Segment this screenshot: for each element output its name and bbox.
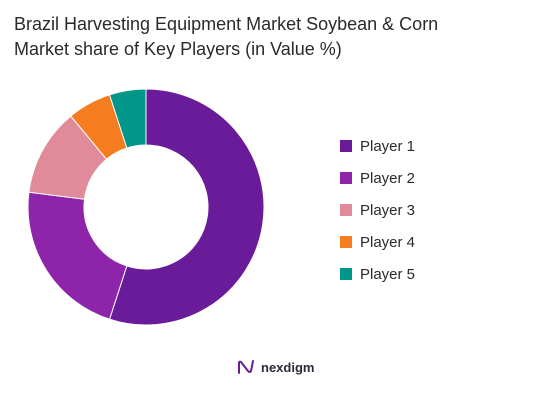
legend-item-player-1: Player 1 [340, 130, 415, 162]
brand-name: nexdigm [261, 359, 315, 375]
legend-swatch [340, 236, 352, 248]
chart-legend: Player 1 Player 2 Player 3 Player 4 Play… [340, 130, 415, 290]
legend-swatch [340, 172, 352, 184]
legend-item-player-3: Player 3 [340, 194, 415, 226]
legend-swatch [340, 204, 352, 216]
legend-label: Player 1 [360, 137, 416, 155]
legend-item-player-4: Player 4 [340, 226, 415, 258]
donut-slice-player-2 [27, 191, 128, 320]
legend-swatch [340, 140, 352, 152]
chart-title-line-1: Brazil Harvesting Equipment Market Soybe… [14, 14, 439, 34]
donut-slice-player-1 [108, 88, 265, 326]
legend-label: Player 4 [360, 233, 416, 251]
legend-label: Player 3 [360, 201, 416, 219]
legend-swatch [340, 268, 352, 280]
chart-title-line-2: Market share of Key Players (in Value %) [14, 39, 342, 59]
legend-label: Player 5 [360, 265, 416, 283]
legend-label: Player 2 [360, 169, 416, 187]
chart-title: Brazil Harvesting Equipment Market Soybe… [14, 12, 534, 62]
donut-slice-player-5 [108, 88, 147, 149]
brand-logo: nexdigm [237, 359, 314, 375]
nexdigm-logo-icon [238, 360, 254, 374]
legend-item-player-2: Player 2 [340, 162, 415, 194]
legend-item-player-5: Player 5 [340, 258, 415, 290]
